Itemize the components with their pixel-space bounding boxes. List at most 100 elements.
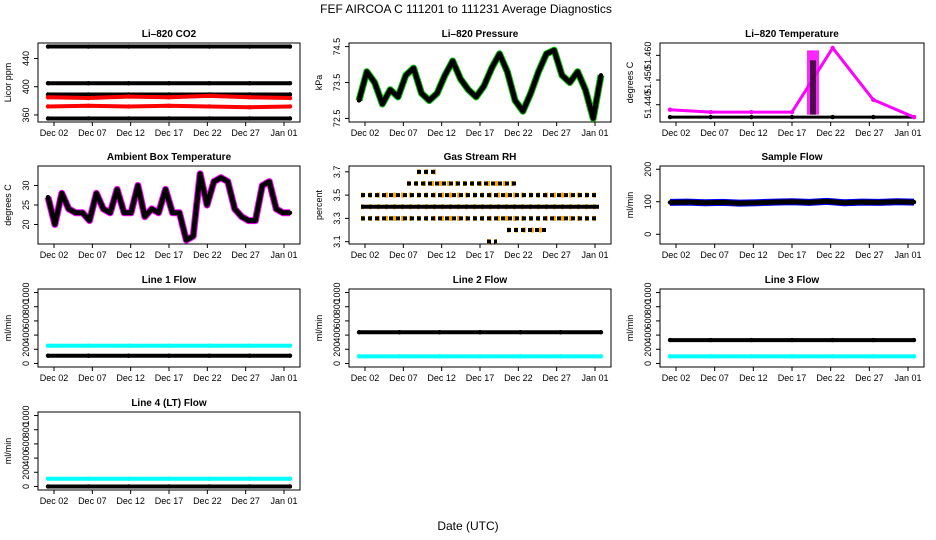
data-point [754,200,760,205]
data-point [45,104,51,109]
data-point [598,330,604,335]
data-point [458,76,463,82]
data-point [156,210,161,215]
y-tick-label: 1000 [643,283,653,303]
data-point [267,179,272,184]
x-tick-label: Dec 07 [389,128,418,138]
data-point [166,343,172,348]
x-tick-label: Jan 01 [270,128,297,138]
x-tick-label: Dec 12 [427,373,456,383]
y-tick-label: 400 [21,328,31,343]
data-point [80,210,85,215]
data-point [45,95,51,100]
y-tick-label: 200 [21,342,31,357]
data-point [52,222,58,227]
figure-title: FEF AIRCOA C 111201 to 111231 Average Di… [320,2,612,16]
y-tick-label: 400 [643,328,653,343]
x-tick-label: Dec 17 [155,250,184,260]
data-point [685,199,690,205]
data-point [558,330,563,335]
data-point [287,95,293,101]
data-point [253,218,258,223]
y-tick-label: 1000 [21,406,31,426]
x-tick-label: Dec 12 [739,250,768,260]
data-point [871,337,876,343]
data-point [388,87,393,92]
data-point [149,206,154,212]
data-point [287,476,293,481]
data-point [101,206,106,212]
x-tick-label: Dec 12 [116,250,145,260]
data-point [287,343,293,348]
x-tick-label: Dec 17 [466,373,495,383]
y-axis-label: ml/min [625,192,635,219]
data-point [702,200,708,205]
data-point [372,80,377,85]
y-tick-label: 400 [21,79,31,94]
x-tick-label: Dec 12 [116,373,145,383]
data-point [86,44,91,49]
data-point [789,109,795,115]
chart-panels: Li–820 CO2 Licor ppm 360 400 440 Dec 02 Dec 07… [3,29,925,506]
y-tick-label: 800 [21,422,31,437]
data-point [567,80,572,85]
y-axis-label: Licor ppm [3,63,13,103]
data-point [497,51,502,56]
data-point [273,206,279,212]
y-tick-label: 200 [21,465,31,480]
x-tick-label: Dec 27 [855,373,884,383]
data-point [166,353,172,358]
data-point [170,210,175,215]
x-tick-label: Dec 22 [193,496,222,506]
data-point [218,175,224,180]
y-axis-label: ml/min [314,315,324,342]
x-tick-label: Dec 22 [816,128,845,138]
data-point [207,484,212,489]
data-point [166,81,172,86]
data-point [108,210,113,215]
data-point [437,354,442,359]
data-point [166,44,172,49]
data-point [121,210,127,215]
data-point [207,353,212,358]
data-point [86,484,91,489]
y-tick-label: 0 [21,361,31,366]
y-tick-label: 72.5 [332,110,342,128]
x-tick-label: Dec 12 [739,128,768,138]
data-point [590,116,596,121]
temperature-spike-core [810,60,816,115]
data-point [505,69,510,74]
y-tick-label: 25 [21,200,31,210]
data-point [356,330,362,335]
y-axis-label: degrees C [3,184,13,226]
y-tick-label: 200 [643,342,653,357]
data-point [191,234,196,239]
data-point [830,45,835,51]
data-point [789,337,795,343]
data-point [911,199,917,205]
data-point [207,104,212,109]
data-point [737,200,742,206]
x-tick-label: Dec 27 [855,250,884,260]
data-point [73,210,78,215]
data-point [551,47,557,53]
y-axis-label: degrees C [625,61,635,103]
data-point [287,44,293,49]
y-tick-label: 3.1 [332,235,342,248]
data-point [45,476,51,481]
data-point [184,237,189,243]
data-point [871,354,876,359]
x-tick-label: Dec 02 [351,128,380,138]
y-tick-label: 74.5 [332,38,342,56]
data-point [45,116,51,121]
panel-ambient: Ambient Box Temperature degrees C 20 25 30 De… [3,152,301,260]
data-point [364,69,370,74]
data-point [437,330,442,335]
data-point [166,116,172,121]
data-point [163,187,168,192]
x-tick-label: Dec 02 [662,250,691,260]
panel-title: Li–820 Temperature [745,29,839,40]
data-point [489,65,494,71]
data-point [247,343,252,348]
